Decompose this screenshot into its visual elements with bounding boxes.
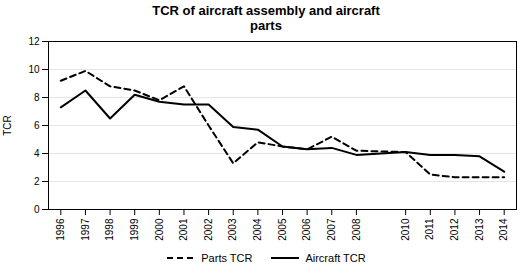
svg-text:6: 6	[34, 120, 40, 131]
svg-text:12: 12	[28, 36, 40, 47]
svg-text:8: 8	[34, 92, 40, 103]
svg-text:1996: 1996	[55, 218, 66, 241]
svg-text:2014: 2014	[498, 218, 509, 241]
html-text:TCR of aircraft assembly and a: TCR of aircraft assembly and aircraft pa…	[152, 3, 380, 33]
svg-text:2004: 2004	[252, 218, 263, 241]
html-text:Aircraft TCR: Aircraft TCR	[305, 252, 366, 264]
svg-text:2002: 2002	[203, 218, 214, 241]
svg-text:1999: 1999	[129, 218, 140, 241]
svg-text:1998: 1998	[104, 218, 115, 241]
svg-text:2007: 2007	[326, 218, 337, 241]
html-text:Parts TCR: Parts TCR	[201, 252, 253, 264]
svg-text:0: 0	[34, 204, 40, 215]
svg-text:2011: 2011	[424, 218, 435, 240]
svg-text:4: 4	[34, 148, 40, 159]
svg-text:2006: 2006	[301, 218, 312, 241]
svg-text:2000: 2000	[154, 218, 165, 241]
svg-text:1997: 1997	[80, 218, 91, 241]
svg-text:2003: 2003	[227, 218, 238, 241]
svg-text:TCR: TCR	[2, 115, 13, 136]
svg-text:2012: 2012	[449, 218, 460, 241]
svg-text:2008: 2008	[351, 218, 362, 241]
svg-text:2013: 2013	[474, 218, 485, 241]
svg-text:10: 10	[28, 64, 40, 75]
svg-text:2005: 2005	[277, 218, 288, 241]
svg-text:2001: 2001	[178, 218, 189, 241]
svg-text:2: 2	[34, 176, 40, 187]
svg-text:2010: 2010	[400, 218, 411, 241]
